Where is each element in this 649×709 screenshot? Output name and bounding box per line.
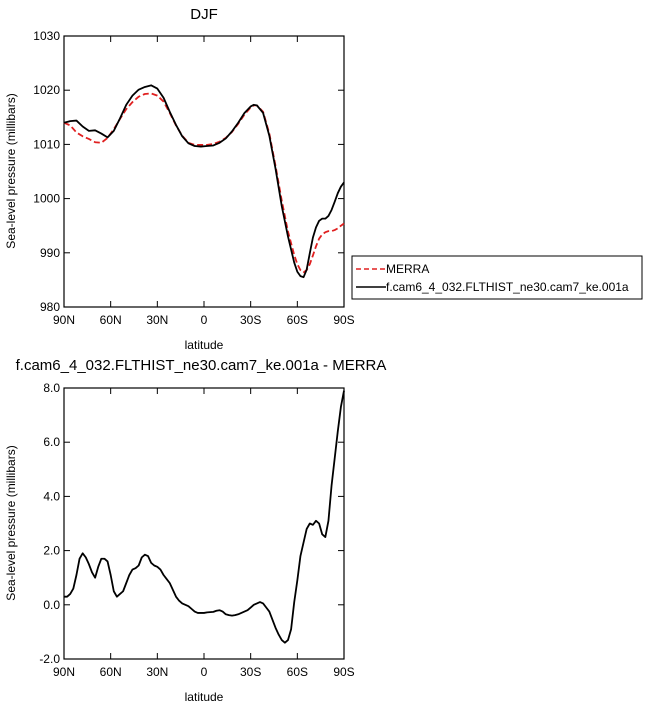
bottom-chart: f.cam6_4_032.FLTHIST_ne30.cam7_ke.001a -… bbox=[4, 357, 386, 704]
top-y-tick-label: 1010 bbox=[33, 137, 60, 151]
top-x-tick-label: 60S bbox=[287, 313, 308, 327]
top-x-tick-label: 60N bbox=[100, 313, 122, 327]
top-x-tick-label: 90S bbox=[333, 313, 354, 327]
bottom-plot-frame bbox=[63, 387, 345, 660]
bottom-y-tick-label: 2.0 bbox=[43, 544, 60, 558]
bottom-x-axis-label: latitude bbox=[185, 690, 224, 704]
bottom-x-tick-label: 30S bbox=[240, 665, 261, 679]
top-chart: DJF 90N 60N 30N 0 30S 60S 90S10301020101010009… bbox=[4, 6, 355, 352]
legend-merra-label: MERRA bbox=[386, 262, 429, 276]
bottom-series-group bbox=[64, 390, 345, 644]
bottom-y-axis-label: Sea-level pressure (millibars) bbox=[4, 445, 18, 600]
top-x-tick-label: 90N bbox=[53, 313, 75, 327]
bottom-x-tick-label: 30N bbox=[146, 665, 168, 679]
top-axes: 90N 60N 30N 0 30S 60S 90S 1030 1020 1010 1000 990 98… bbox=[33, 29, 354, 327]
top-y-tick-label: 1030 bbox=[33, 29, 60, 43]
bottom-x-tick-label: 0 bbox=[201, 665, 208, 679]
bottom-x-tick-label: 90S bbox=[333, 665, 354, 679]
bottom-y-tick-label: -2.0 bbox=[39, 652, 60, 666]
bottom-x-tick-label: 90N bbox=[53, 665, 75, 679]
legend-box bbox=[351, 255, 643, 300]
bottom-y-tick-label: 0.0 bbox=[43, 598, 60, 612]
bottom-y-tick-label: 4.0 bbox=[43, 489, 60, 503]
top-plot-frame bbox=[63, 35, 345, 308]
bottom-x-tick-label: 60S bbox=[287, 665, 308, 679]
top-y-tick-label: 1020 bbox=[33, 83, 60, 97]
top-y-tick-label: 980 bbox=[40, 300, 60, 314]
bottom-y-tick-label: 6.0 bbox=[43, 435, 60, 449]
top-x-tick-label: 30N bbox=[146, 313, 168, 327]
top-x-axis-label: latitude bbox=[185, 338, 224, 352]
top-x-tick-label: 0 bbox=[201, 313, 208, 327]
legend-model-label: f.cam6_4_032.FLTHIST_ne30.cam7_ke.001a bbox=[386, 280, 629, 294]
bottom-series-line-0 bbox=[64, 390, 345, 644]
bottom-chart-title: f.cam6_4_032.FLTHIST_ne30.cam7_ke.001a -… bbox=[16, 357, 387, 374]
top-y-tick-label: 990 bbox=[40, 246, 60, 260]
top-chart-title: DJF bbox=[190, 6, 218, 23]
top-y-tick-label: 1000 bbox=[33, 192, 60, 206]
top-series-line-1 bbox=[63, 84, 345, 279]
top-series-group bbox=[63, 84, 345, 279]
top-y-axis-label: Sea-level pressure (millibars) bbox=[4, 93, 18, 248]
top-x-tick-label: 30S bbox=[240, 313, 261, 327]
bottom-axes: 90N 60N 30N 0 30S 60S 90S 8.0 6.0 4.0 2.0 0.0 -2.0 bbox=[39, 381, 354, 679]
bottom-x-tick-label: 60N bbox=[100, 665, 122, 679]
bottom-y-tick-label: 8.0 bbox=[43, 381, 60, 395]
legend: MERRA f.cam6_4_032.FLTHIST_ne30.cam7_ke.… bbox=[351, 255, 643, 300]
top-series-line-0 bbox=[63, 92, 345, 274]
